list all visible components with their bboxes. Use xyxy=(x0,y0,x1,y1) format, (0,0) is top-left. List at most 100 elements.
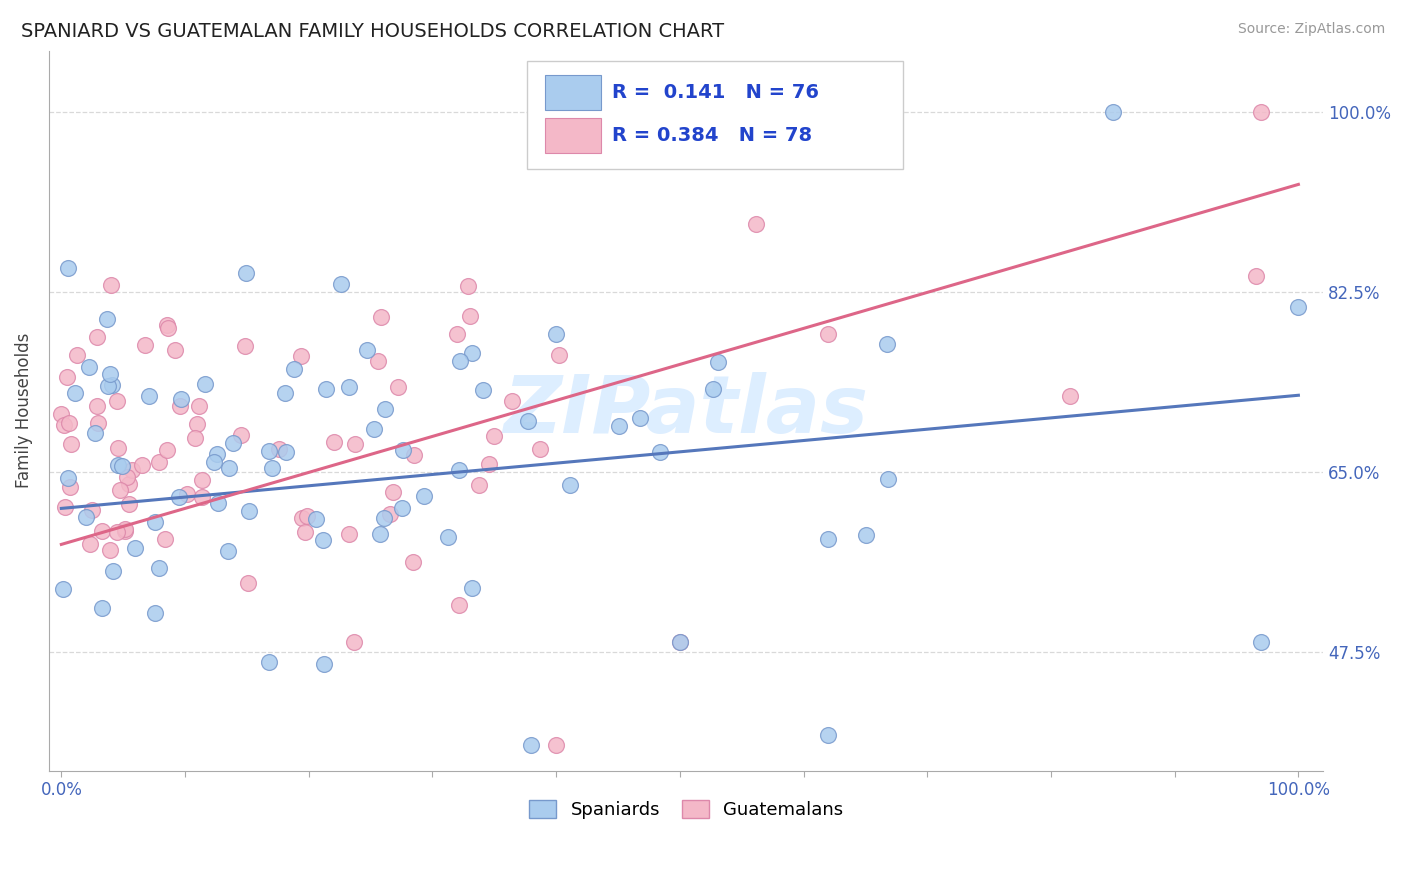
Point xyxy=(63,386,86,401)
Point xyxy=(329,277,352,292)
Point xyxy=(52,418,75,433)
Point xyxy=(412,489,434,503)
Point xyxy=(156,443,179,458)
Point xyxy=(235,266,257,280)
Point xyxy=(235,339,257,353)
Text: SPANIARD VS GUATEMALAN FAMILY HOUSEHOLDS CORRELATION CHART: SPANIARD VS GUATEMALAN FAMILY HOUSEHOLDS… xyxy=(21,22,724,41)
Point xyxy=(669,635,692,649)
Point xyxy=(124,541,146,555)
Text: ZIPatlas: ZIPatlas xyxy=(503,372,869,450)
Point xyxy=(337,380,360,394)
Point xyxy=(262,461,284,475)
Point xyxy=(520,738,543,752)
Point xyxy=(238,503,260,517)
Point xyxy=(457,279,479,293)
Text: R = 0.384   N = 78: R = 0.384 N = 78 xyxy=(612,126,813,145)
Point xyxy=(257,443,280,458)
Point xyxy=(58,416,80,430)
Point xyxy=(59,480,82,494)
Point xyxy=(145,515,167,529)
Point xyxy=(546,738,568,752)
Point xyxy=(294,525,316,540)
Point xyxy=(56,260,79,275)
Point xyxy=(184,430,207,444)
Point xyxy=(501,394,523,409)
Point xyxy=(274,386,297,401)
Point xyxy=(274,445,297,459)
Point xyxy=(56,471,79,485)
Point xyxy=(143,606,166,620)
Point xyxy=(370,310,392,324)
Point xyxy=(460,310,482,324)
Point xyxy=(157,321,180,335)
Point xyxy=(191,490,214,504)
Point xyxy=(478,457,501,471)
Point xyxy=(344,437,367,451)
Point xyxy=(343,635,366,649)
Point xyxy=(337,527,360,541)
Point xyxy=(669,635,692,649)
Point xyxy=(100,378,122,392)
Point xyxy=(148,560,170,574)
Point xyxy=(367,353,389,368)
Point xyxy=(461,581,484,595)
Point xyxy=(105,524,128,539)
Point xyxy=(194,377,217,392)
Point xyxy=(176,486,198,500)
Point xyxy=(191,473,214,487)
Point xyxy=(628,411,651,425)
Point xyxy=(134,338,156,352)
Point xyxy=(202,455,225,469)
Point xyxy=(560,478,582,492)
FancyBboxPatch shape xyxy=(544,119,600,153)
Point xyxy=(218,461,240,475)
Point xyxy=(87,417,110,431)
Point xyxy=(59,436,82,450)
Point xyxy=(83,425,105,440)
Point xyxy=(131,458,153,473)
Point xyxy=(876,336,898,351)
Point xyxy=(170,392,193,406)
Point xyxy=(529,442,551,457)
Point xyxy=(449,354,471,368)
Point xyxy=(290,350,312,364)
Point xyxy=(548,348,571,362)
Point xyxy=(75,510,97,524)
Point xyxy=(446,326,468,341)
Point xyxy=(222,436,245,450)
Point xyxy=(817,533,839,547)
Point xyxy=(100,278,122,293)
Point xyxy=(53,500,76,515)
Point xyxy=(484,429,506,443)
Point xyxy=(91,524,114,538)
Point xyxy=(744,217,766,231)
Point xyxy=(186,417,208,431)
Point xyxy=(98,368,121,382)
Point xyxy=(378,507,401,521)
Point xyxy=(107,442,129,456)
Point xyxy=(111,459,134,474)
Point xyxy=(1101,105,1123,120)
Point xyxy=(546,326,568,341)
Point xyxy=(169,399,191,413)
Point xyxy=(51,407,73,421)
Point xyxy=(98,542,121,557)
Point xyxy=(387,380,409,394)
Point xyxy=(374,402,396,417)
Point xyxy=(121,463,143,477)
Point xyxy=(1250,635,1272,649)
Point xyxy=(517,414,540,428)
Point xyxy=(817,326,839,341)
Point xyxy=(148,455,170,469)
Point xyxy=(165,343,187,357)
Point xyxy=(291,510,314,524)
Point xyxy=(217,544,239,558)
Point xyxy=(702,383,724,397)
Point xyxy=(207,495,229,509)
FancyBboxPatch shape xyxy=(527,62,903,169)
Point xyxy=(90,601,112,615)
Point xyxy=(55,370,77,384)
Point xyxy=(108,483,131,497)
Point xyxy=(468,478,491,492)
Point xyxy=(607,418,630,433)
